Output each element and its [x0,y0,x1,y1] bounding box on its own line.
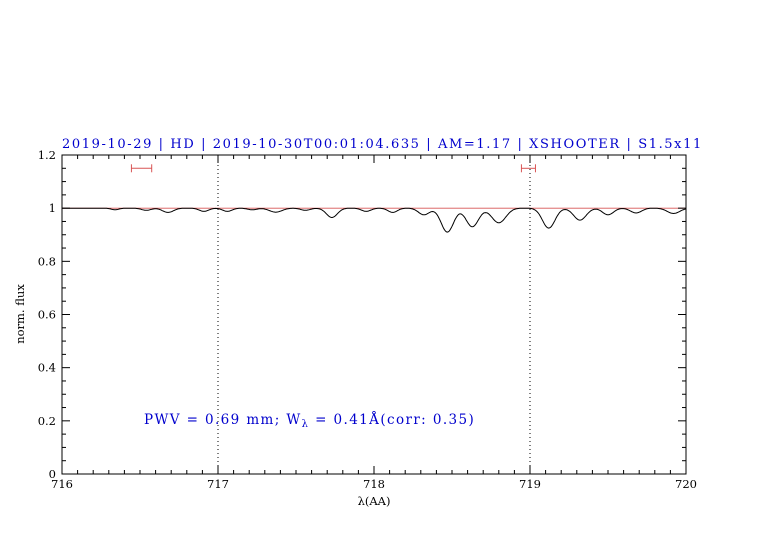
y-tick-label: 0.4 [38,361,56,375]
x-axis-label: λ(AA) [357,494,391,508]
y-tick-label: 0.8 [38,254,56,268]
x-tick-label: 716 [51,477,73,491]
y-tick-label: 1.2 [38,148,56,162]
x-tick-label: 720 [675,477,697,491]
x-tick-label: 719 [519,477,541,491]
pwv-annotation-prefix: PWV = 0.69 mm; W [144,412,302,428]
pwv-annotation-suffix: = 0.41Å(corr: 0.35) [309,412,476,428]
observed-spectrum-line [62,207,687,233]
chart-title: 2019-10-29 | HD | 2019-10-30T00:01:04.63… [62,137,703,152]
x-tick-label: 717 [207,477,229,491]
pwv-annotation-subscript: λ [301,419,310,430]
pwv-annotation: PWV = 0.69 mm; Wλ = 0.41Å(corr: 0.35) [144,412,475,430]
y-tick-label: 0 [49,467,56,481]
y-tick-label: 0.6 [38,308,56,322]
y-tick-label: 1 [49,201,56,215]
y-tick-label: 0.2 [38,414,56,428]
x-tick-label: 718 [363,477,385,491]
y-axis-label: norm. flux [13,284,27,344]
